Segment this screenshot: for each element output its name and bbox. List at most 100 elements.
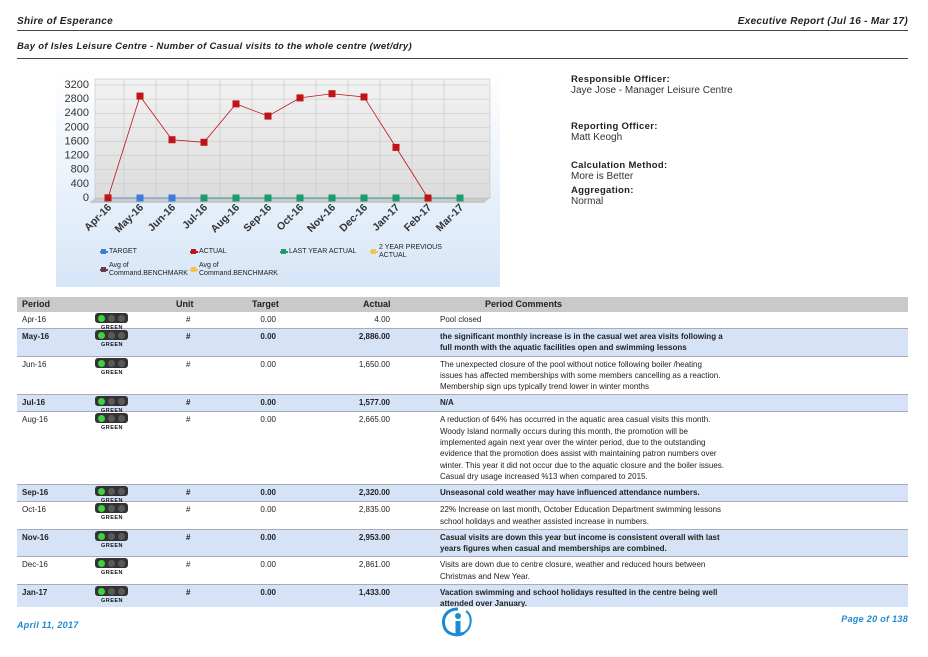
column-header: Target xyxy=(252,299,279,309)
legend: TARGET ACTUAL LAST YEAR ACTUAL 2 YEAR PREVI… xyxy=(100,243,480,279)
y-tick-label: 3200 xyxy=(65,79,89,91)
light-dot xyxy=(118,332,125,339)
legend-marker xyxy=(101,249,106,254)
footer-page: Page 20 of 138 xyxy=(841,614,908,624)
light-dot xyxy=(98,359,105,367)
light-dot xyxy=(108,332,115,339)
marker xyxy=(296,194,304,202)
target: 0.00 xyxy=(260,488,276,498)
info-value: Matt Keogh xyxy=(571,132,623,143)
light-dot xyxy=(108,505,115,513)
traffic-light: GREEN xyxy=(95,503,129,521)
marker xyxy=(136,92,144,100)
light-dot xyxy=(108,415,115,423)
legend-swatch xyxy=(190,267,198,272)
info-value: Jaye Jose - Manager Leisure Centre xyxy=(571,85,733,96)
column-header: Period Comments xyxy=(485,299,563,309)
table-row: Oct-16 GREEN #0.00 2,835.00 22% Increase on … xyxy=(17,502,908,530)
light-dot xyxy=(118,488,125,496)
target: 0.00 xyxy=(260,359,276,369)
y-tick-label: 1200 xyxy=(65,150,89,162)
y-tick-label: 0 xyxy=(83,192,89,204)
status: GREEN xyxy=(100,325,124,331)
y-tick-label: 2400 xyxy=(65,107,89,119)
light-dot xyxy=(118,505,125,513)
marker xyxy=(392,143,400,151)
legend-swatch xyxy=(370,249,378,254)
column-header: Actual xyxy=(363,299,391,309)
legend-label: Avg of Command.BENCHMARK xyxy=(109,262,188,277)
plot-area xyxy=(94,78,491,199)
target: 0.00 xyxy=(260,415,276,425)
light-dot xyxy=(108,359,115,367)
marker xyxy=(200,194,208,202)
rule xyxy=(17,30,908,31)
actual: 2,953.00 xyxy=(358,532,390,542)
marker xyxy=(296,94,304,102)
status: GREEN xyxy=(100,425,124,432)
unit: # xyxy=(186,488,191,498)
rule xyxy=(17,58,908,59)
legend-label: LAST YEAR ACTUAL xyxy=(289,248,357,255)
marker xyxy=(360,194,368,202)
target: 0.00 xyxy=(260,532,276,542)
comment: The unexpected closure of the pool witho… xyxy=(440,359,721,392)
actual: 4.00 xyxy=(374,315,390,324)
period: Sep-16 xyxy=(22,488,49,498)
light-dot xyxy=(98,398,105,406)
target: 0.00 xyxy=(260,588,276,598)
info-value: Normal xyxy=(571,196,604,207)
organisation: Shire of Esperance xyxy=(17,16,113,27)
table: Period Unit Target Actual Period Comment… xyxy=(17,297,908,607)
light-dot xyxy=(118,398,125,406)
actual: 2,886.00 xyxy=(358,332,390,341)
column-header: Period xyxy=(22,299,51,309)
light-dot xyxy=(108,560,115,568)
legend-label: ACTUAL xyxy=(199,248,227,255)
marker xyxy=(168,136,176,144)
light-dot xyxy=(108,588,115,596)
period: Jun-16 xyxy=(22,359,47,369)
marker xyxy=(328,194,336,202)
table-row: Jan-17 GREEN #0.00 1,433.00 Vacation swimmin… xyxy=(17,585,908,607)
legend-marker xyxy=(371,249,376,254)
comment: the significant monthly increase is in t… xyxy=(440,332,723,353)
unit: # xyxy=(186,532,191,542)
marker xyxy=(264,194,272,202)
period: Jan-17 xyxy=(22,588,48,598)
actual: 1,433.00 xyxy=(358,588,390,598)
actual: 2,861.00 xyxy=(358,560,390,570)
light-dot xyxy=(118,588,125,596)
unit: # xyxy=(186,588,191,598)
status: GREEN xyxy=(100,369,124,376)
status: GREEN xyxy=(100,515,124,522)
marker xyxy=(392,194,400,202)
table-row: May-16 GREEN #0.00 2,886.00 the significant … xyxy=(17,329,908,357)
traffic-light: GREEN xyxy=(95,357,129,376)
marker xyxy=(424,194,432,202)
legend-label: TARGET xyxy=(109,248,137,255)
marker xyxy=(264,112,272,120)
traffic-light: GREEN xyxy=(95,413,129,431)
legend-label: 2 YEAR PREVIOUS ACTUAL xyxy=(379,244,442,259)
y-tick-label: 2800 xyxy=(65,93,89,105)
unit: # xyxy=(186,332,191,341)
table-row: Jun-16 GREEN #0.00 1,650.00 The unexpected c… xyxy=(17,357,908,396)
info-block: Calculation Method: More is Better xyxy=(571,160,901,182)
actual: 2,320.00 xyxy=(358,488,390,498)
traffic-light: GREEN xyxy=(95,486,129,504)
light-dot xyxy=(98,560,105,568)
period: Aug-16 xyxy=(22,415,48,425)
info-label: Calculation Method: xyxy=(571,160,668,171)
legend-item: Avg of Command.BENCHMARK xyxy=(190,261,280,279)
traffic-light: GREEN xyxy=(95,396,129,414)
status: GREEN xyxy=(100,342,124,348)
light-dot xyxy=(98,488,105,496)
light-dot xyxy=(98,315,105,322)
legend-item: ACTUAL xyxy=(190,243,280,261)
footer-date: April 11, 2017 xyxy=(17,620,79,630)
legend-marker xyxy=(191,249,196,254)
unit: # xyxy=(186,505,191,515)
period: Oct-16 xyxy=(22,505,47,515)
